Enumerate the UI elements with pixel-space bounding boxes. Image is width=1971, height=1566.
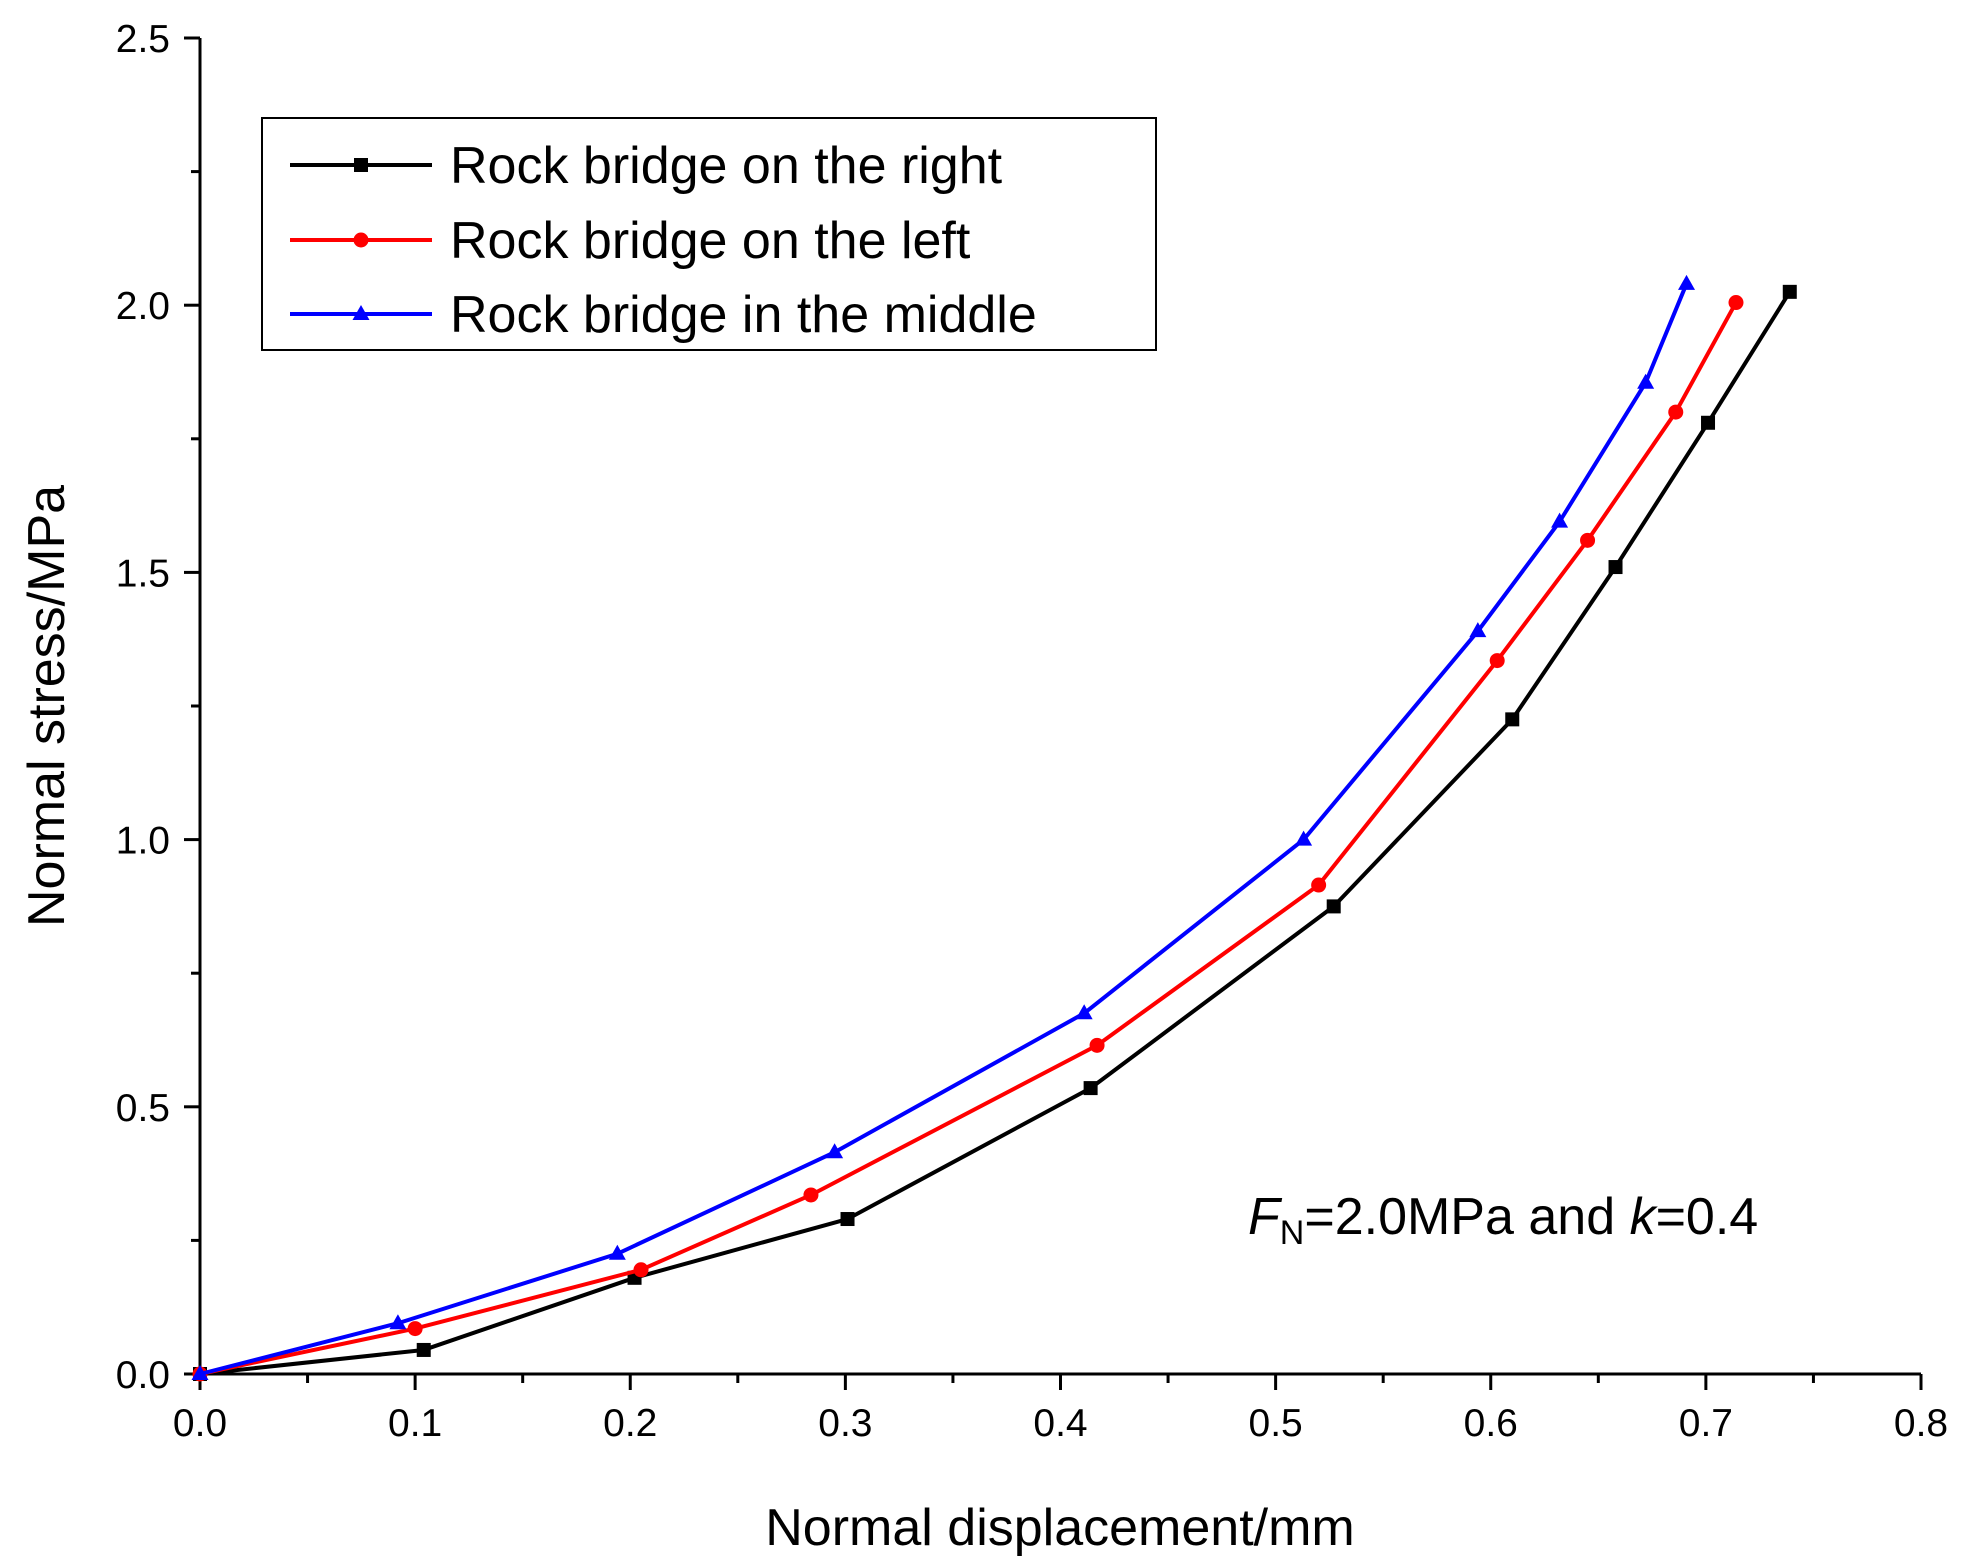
x-tick-label: 0.1 bbox=[388, 1402, 442, 1445]
y-tick-label: 2.0 bbox=[116, 285, 170, 328]
y-tick-label: 1.5 bbox=[116, 552, 170, 595]
data-point bbox=[826, 1143, 844, 1159]
x-tick-label: 0.5 bbox=[1249, 1402, 1303, 1445]
legend-label: Rock bridge on the right bbox=[450, 137, 1003, 195]
y-tick-label: 0.5 bbox=[116, 1087, 170, 1130]
y-tick-label: 2.5 bbox=[116, 18, 170, 61]
annotation-middle: =2.0MPa and bbox=[1304, 1188, 1629, 1246]
series-2 bbox=[192, 295, 1744, 1382]
series-line bbox=[199, 301, 1738, 1376]
series-line bbox=[199, 283, 1689, 1376]
legend-item: Rock bridge on the right bbox=[290, 137, 1003, 195]
data-point bbox=[1505, 712, 1520, 727]
data-point bbox=[840, 1212, 855, 1227]
y-axis-title: Normal stress/MPa bbox=[18, 485, 76, 927]
annotation-tail: =0.4 bbox=[1656, 1188, 1759, 1246]
condition-annotation: FN=2.0MPa and k=0.4 bbox=[1248, 1188, 1758, 1252]
y-tick-label: 1.0 bbox=[116, 820, 170, 863]
data-point bbox=[1326, 899, 1341, 914]
data-point bbox=[1089, 1037, 1105, 1053]
data-point bbox=[1608, 560, 1623, 575]
data-point bbox=[633, 1262, 649, 1278]
data-point bbox=[1489, 653, 1505, 669]
data-point bbox=[416, 1342, 431, 1357]
annotation-var: k bbox=[1630, 1188, 1659, 1246]
x-ticks: 0.0 0.1 0.2 0.3 0.4 0.5 0.6 0.7 0.8 bbox=[173, 1374, 1948, 1445]
series-line bbox=[199, 290, 1792, 1376]
legend-items: Rock bridge on the right Rock bridge on t… bbox=[290, 137, 1037, 344]
data-point bbox=[803, 1187, 819, 1203]
legend-swatch-marker bbox=[353, 232, 369, 248]
legend-label: Rock bridge in the middle bbox=[450, 286, 1037, 344]
data-point bbox=[1701, 415, 1716, 430]
legend-swatch-marker bbox=[354, 158, 368, 172]
data-point bbox=[1295, 830, 1313, 846]
x-tick-label: 0.2 bbox=[603, 1402, 657, 1445]
data-point bbox=[191, 1365, 209, 1380]
x-tick-label: 0.6 bbox=[1464, 1402, 1518, 1445]
data-point bbox=[1782, 284, 1797, 299]
data-point bbox=[1728, 295, 1744, 311]
x-tick-label: 0.3 bbox=[818, 1402, 872, 1445]
data-point bbox=[1469, 622, 1487, 638]
data-point bbox=[608, 1244, 626, 1260]
legend-swatch-marker bbox=[352, 305, 370, 320]
y-ticks: 0.0 0.5 1.0 1.5 2.0 2.5 bbox=[116, 18, 200, 1397]
legend-item: Rock bridge on the left bbox=[290, 212, 971, 270]
data-point bbox=[1311, 877, 1327, 893]
x-tick-label: 0.7 bbox=[1679, 1402, 1733, 1445]
x-tick-label: 0.8 bbox=[1894, 1402, 1948, 1445]
data-point bbox=[1075, 1004, 1093, 1020]
x-axis-title: Normal displacement/mm bbox=[765, 1499, 1355, 1557]
series-3 bbox=[191, 274, 1696, 1380]
series-1 bbox=[193, 284, 1797, 1381]
legend-box bbox=[261, 117, 1157, 351]
x-tick-label: 0.4 bbox=[1033, 1402, 1087, 1445]
legend-label: Rock bridge on the left bbox=[450, 212, 971, 270]
series-group bbox=[191, 274, 1797, 1382]
y-tick-label: 0.0 bbox=[116, 1354, 170, 1397]
data-point bbox=[407, 1321, 423, 1337]
x-tick-label: 0.0 bbox=[173, 1402, 227, 1445]
legend: Rock bridge on the right Rock bridge on t… bbox=[261, 117, 1157, 351]
legend-item: Rock bridge in the middle bbox=[290, 286, 1037, 344]
data-point bbox=[389, 1314, 407, 1330]
data-point bbox=[1551, 512, 1569, 528]
annotation-subscript: N bbox=[1280, 1214, 1305, 1252]
data-point bbox=[1678, 274, 1696, 290]
data-point bbox=[1637, 373, 1655, 389]
data-point bbox=[1580, 532, 1596, 548]
data-point bbox=[1083, 1081, 1098, 1096]
data-point bbox=[1668, 404, 1684, 420]
annotation-symbol: F bbox=[1248, 1188, 1283, 1246]
